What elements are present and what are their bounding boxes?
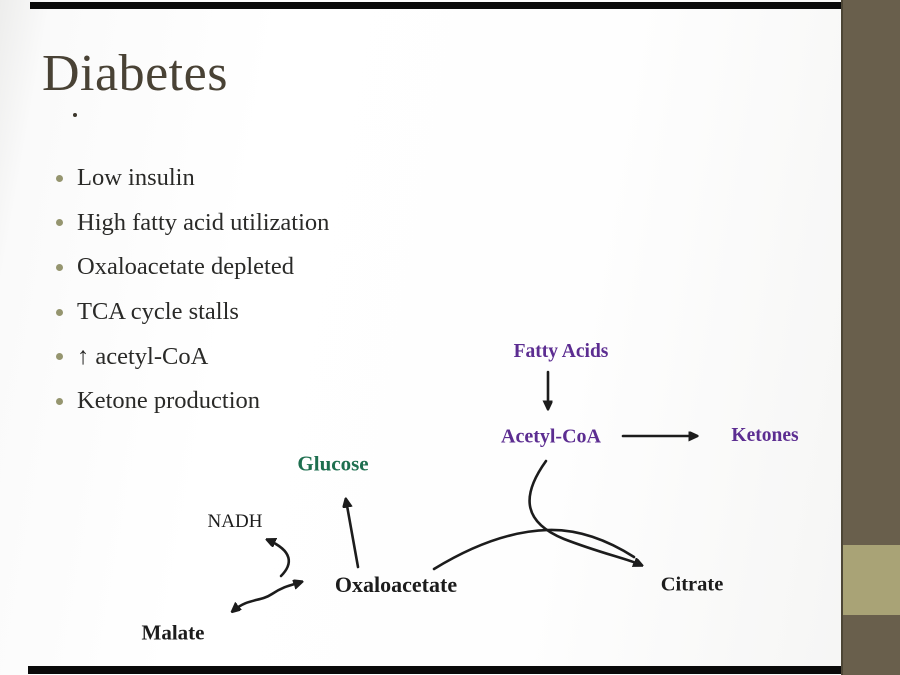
bullet-item: Oxaloacetate depleted xyxy=(48,245,329,290)
letterbox-bottom xyxy=(28,666,843,674)
bullet-marker-icon xyxy=(56,219,63,227)
node-malate: Malate xyxy=(141,620,205,645)
bullet-item: Ketone production xyxy=(48,379,329,424)
bullet-text: ↑ acetyl-CoA xyxy=(77,342,209,370)
arrow-oxaloacetate-to-citrate-icon xyxy=(432,528,636,571)
letterbox-top xyxy=(30,2,843,9)
sidebar-accent xyxy=(841,0,900,675)
node-acetyl-coa: Acetyl-CoA xyxy=(501,425,601,448)
bullet-marker-icon xyxy=(56,174,63,182)
bullet-text: High fatty acid utilization xyxy=(77,208,330,236)
arrow-malate-to-nadh-icon xyxy=(268,540,291,578)
arrow-acetyl-coa-to-citrate-icon xyxy=(528,459,641,565)
bullet-text: Low insulin xyxy=(77,164,195,192)
sidebar-accent-band xyxy=(843,545,900,615)
bullet-text: TCA cycle stalls xyxy=(77,298,239,326)
bullet-list: Low insulin High fatty acid utilization … xyxy=(48,156,329,424)
bullet-marker-icon xyxy=(56,308,63,316)
bullet-text: Ketone production xyxy=(77,387,261,415)
bullet-text: Oxaloacetate depleted xyxy=(77,253,294,281)
bullet-item: ↑ acetyl-CoA xyxy=(48,334,329,379)
bullet-marker-icon xyxy=(56,353,63,361)
title-ornament-dot xyxy=(73,113,77,117)
slide-title: Diabetes xyxy=(42,45,228,102)
node-nadh: NADH xyxy=(207,511,263,532)
node-glucose: Glucose xyxy=(297,451,369,476)
bullet-item: High fatty acid utilization xyxy=(48,201,329,246)
bullet-marker-icon xyxy=(56,263,63,271)
node-fatty-acids: Fatty Acids xyxy=(513,341,609,362)
arrow-oxaloacetate-to-glucose-icon xyxy=(346,500,360,569)
node-ketones: Ketones xyxy=(731,425,799,446)
bullet-item: TCA cycle stalls xyxy=(48,290,329,335)
node-citrate: Citrate xyxy=(660,573,724,596)
arrow-malate-oxaloacetate-icon xyxy=(233,582,301,611)
bullet-item: Low insulin xyxy=(48,156,329,201)
bullet-marker-icon xyxy=(56,397,63,405)
node-oxaloacetate: Oxaloacetate xyxy=(334,572,458,597)
